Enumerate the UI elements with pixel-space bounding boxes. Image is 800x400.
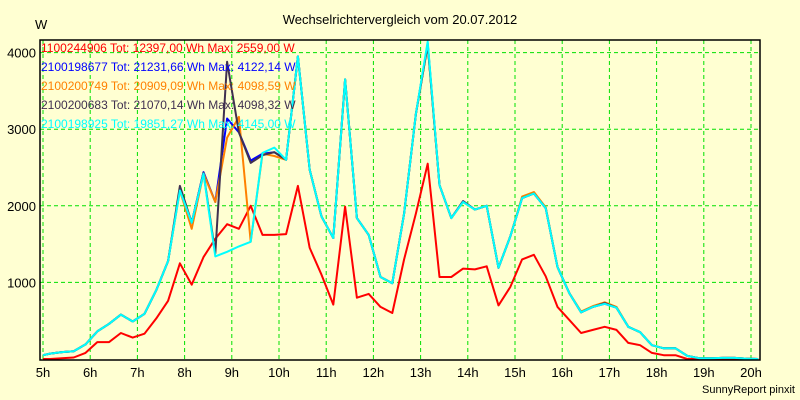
x-tick-label: 16h — [551, 365, 573, 380]
footer-credit: SunnyReport pinxit — [702, 384, 795, 396]
y-tick-label: 2000 — [7, 199, 36, 214]
x-tick-label: 15h — [504, 365, 526, 380]
x-tick-label: 6h — [83, 365, 97, 380]
legend-entry: 2100200683 Tot: 21070,14 Wh Max: 4098,32… — [41, 98, 296, 112]
chart-title: Wechselrichtervergleich vom 20.07.2012 — [283, 12, 518, 27]
legend: 1100244906 Tot: 12397,00 Wh Max: 2559,00… — [41, 41, 296, 131]
y-tick-label: 1000 — [7, 275, 36, 290]
x-tick-label: 13h — [410, 365, 432, 380]
x-tick-label: 18h — [646, 365, 668, 380]
x-tick-label: 19h — [693, 365, 715, 380]
x-tick-label: 10h — [268, 365, 290, 380]
y-tick-label: 4000 — [7, 46, 36, 61]
y-axis-label: W — [35, 17, 48, 32]
plot-frame — [39, 39, 761, 361]
x-tick-label: 8h — [177, 365, 191, 380]
legend-entry: 2100200749 Tot: 20909,09 Wh Max: 4098,59… — [41, 79, 296, 93]
x-tick-label: 11h — [316, 365, 337, 380]
axis-ticks: 5h 6h 7h 8h 9h 10h 11h 12h 13h 14h 15h 16h 17h 18h 19h… — [7, 46, 762, 380]
y-tick-label: 3000 — [7, 122, 36, 137]
legend-entry: 1100244906 Tot: 12397,00 Wh Max: 2559,00… — [41, 41, 295, 55]
x-tick-label: 14h — [457, 365, 479, 380]
x-tick-label: 9h — [225, 365, 239, 380]
x-tick-label: 20h — [740, 365, 762, 380]
legend-entry: 2100198925 Tot: 19851,27 Wh Max: 4145,00… — [41, 117, 296, 131]
legend-entry: 2100198677 Tot: 21231,66 Wh Max: 4122,14… — [41, 60, 296, 74]
series-line-2100198925 — [42, 40, 759, 360]
x-tick-label: 5h — [36, 365, 50, 380]
series-lines — [42, 40, 759, 360]
series-line-1100244906 — [43, 162, 759, 360]
x-tick-label: 17h — [599, 365, 621, 380]
x-tick-label: 7h — [130, 365, 144, 380]
x-tick-label: 12h — [363, 365, 385, 380]
